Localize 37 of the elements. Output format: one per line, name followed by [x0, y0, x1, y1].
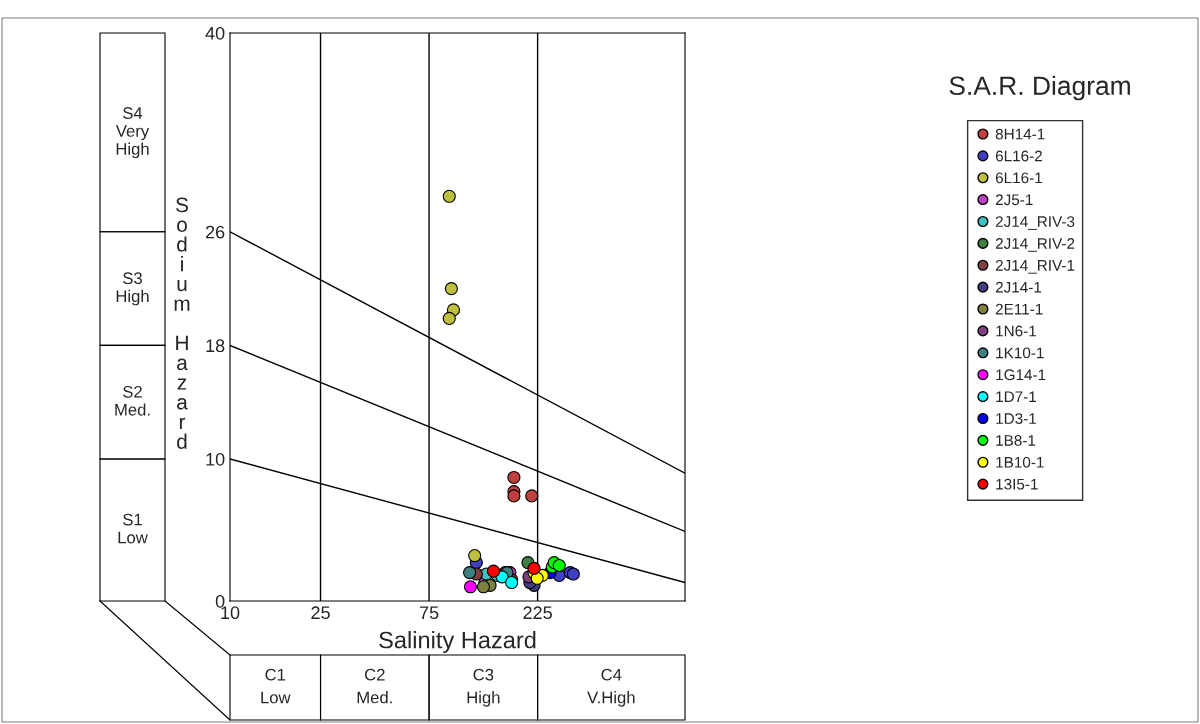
- legend-label: 2J14_RIV-3: [995, 216, 1075, 230]
- text: S4 Very High: [115, 107, 150, 159]
- x-tick-label: 10: [221, 606, 240, 620]
- text: C3 High: [467, 668, 500, 707]
- legend-label: 2J14_RIV-2: [995, 238, 1075, 252]
- legend-label: 6L16-2: [995, 150, 1042, 162]
- text: S2 Med.: [115, 385, 150, 416]
- text: C4 V.High: [587, 668, 635, 707]
- legend-label: 1D7-1: [996, 391, 1036, 402]
- y-tick-label: 10: [206, 452, 225, 466]
- text: C1 Low: [261, 668, 291, 704]
- x-axis-title: Salinity Hazard: [379, 631, 536, 654]
- y-tick-label: 26: [205, 225, 225, 239]
- legend-label: 2J5-1: [995, 194, 1033, 206]
- legend-label: 1D3-1: [996, 413, 1036, 424]
- text: Sodium Hazard: [174, 197, 190, 449]
- legend-label: 1B10-1: [996, 456, 1044, 468]
- y-tick-label: 0: [215, 594, 225, 608]
- y-tick-label: 18: [206, 339, 225, 353]
- legend-label: 6L16-1: [995, 172, 1042, 184]
- x-tick-label: 75: [419, 606, 439, 620]
- legend-label: 2J14-1: [995, 281, 1042, 293]
- legend-label: 1N6-1: [996, 325, 1036, 337]
- legend-label: 13I5-1: [996, 478, 1038, 490]
- legend-label: 2J14_RIV-1: [995, 259, 1075, 274]
- legend-label: 1K10-1: [996, 347, 1044, 359]
- text: S.A.R. Diagram: [949, 75, 1130, 101]
- text: S1 Low: [118, 513, 148, 544]
- legend-label: 2E11-1: [995, 303, 1043, 315]
- text: S3 High: [116, 272, 149, 306]
- x-tick-label: 225: [523, 606, 552, 620]
- y-tick-label: 40: [205, 26, 225, 40]
- legend-label: 8H14-1: [995, 128, 1045, 140]
- text: C2 Med.: [357, 668, 392, 704]
- legend-label: 1B8-1: [996, 435, 1036, 446]
- x-tick-label: 25: [311, 606, 330, 620]
- legend-label: 1G14-1: [996, 369, 1046, 381]
